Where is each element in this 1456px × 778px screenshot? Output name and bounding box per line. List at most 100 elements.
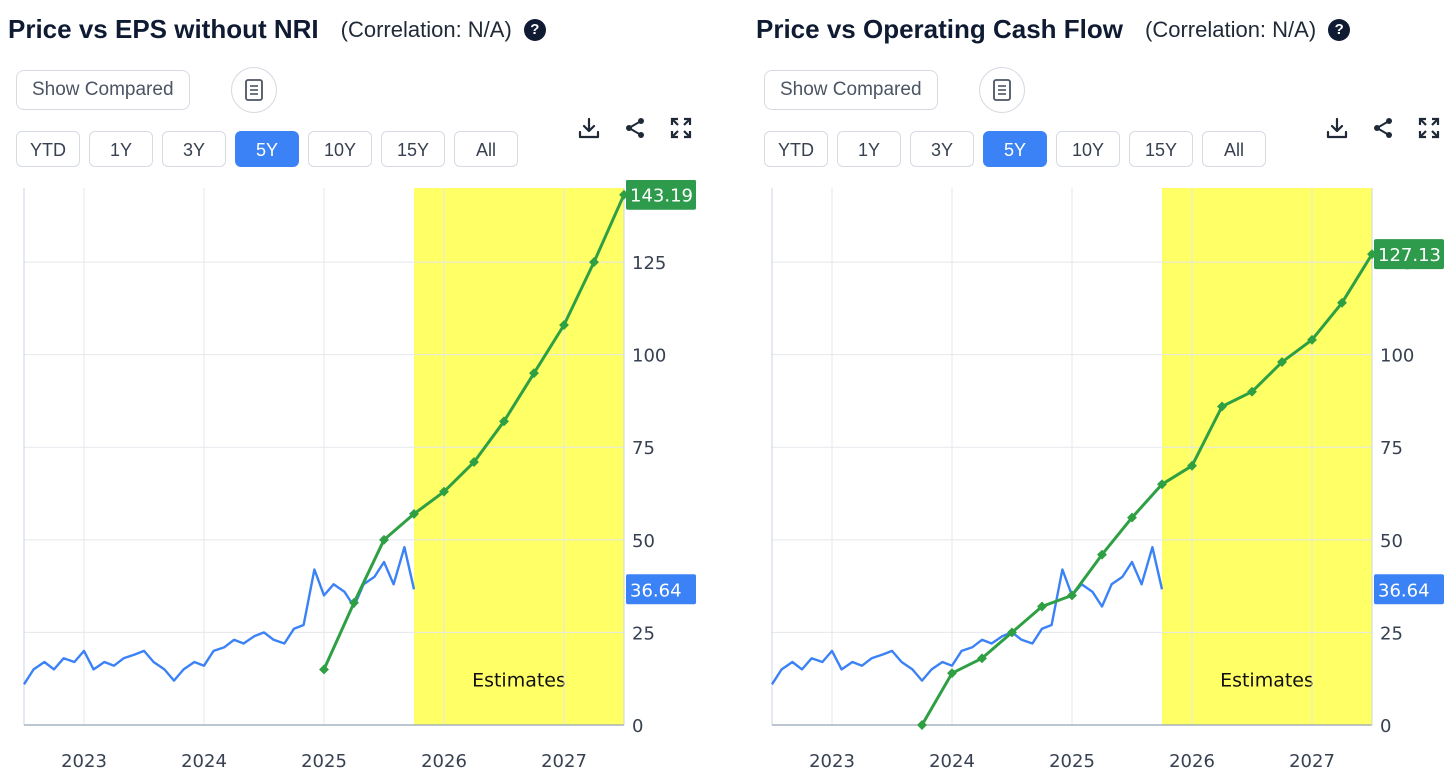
metric-point — [439, 486, 449, 497]
metric-point — [1037, 601, 1047, 612]
metric-point — [1007, 627, 1017, 638]
share-icon — [1374, 118, 1392, 138]
x-tick-label: 2027 — [541, 751, 587, 772]
range-selector: YTD 1Y 3Y 5Y 10Y 15Y All — [764, 131, 1275, 167]
title-row: Price vs EPS without NRI (Correlation: N… — [8, 14, 546, 45]
range-3y-button[interactable]: 3Y — [910, 131, 974, 167]
metric-point — [1067, 590, 1077, 601]
range-10y-button[interactable]: 10Y — [1056, 131, 1120, 167]
price-line — [770, 546, 1164, 685]
metric-last-value-label-bg — [626, 180, 696, 210]
metric-point — [409, 508, 419, 519]
panel-eps: Price vs EPS without NRI (Correlation: N… — [0, 0, 700, 778]
range-all-button[interactable]: All — [1202, 131, 1266, 167]
metric-last-value-label: 127.13 — [1378, 245, 1441, 266]
title-row: Price vs Operating Cash Flow (Correlatio… — [756, 14, 1351, 45]
chart-title: Price vs Operating Cash Flow — [756, 14, 1123, 44]
range-5y-button[interactable]: 5Y — [235, 131, 299, 167]
help-icon[interactable]: ? — [1328, 18, 1351, 41]
show-compared-button[interactable]: Show Compared — [764, 70, 938, 110]
chart-title: Price vs EPS without NRI — [8, 14, 319, 44]
range-15y-button[interactable]: 15Y — [1129, 131, 1193, 167]
chart-eps: Estimates 0 25 50 75 100 125 2023 2024 2025 2026 20… — [22, 180, 696, 772]
range-15y-button[interactable]: 15Y — [381, 131, 445, 167]
download-icon — [1326, 117, 1348, 139]
metric-point — [499, 416, 509, 427]
metric-point — [529, 368, 539, 379]
estimates-label: Estimates — [472, 670, 566, 692]
y-tick-label: 50 — [632, 531, 655, 552]
document-icon — [245, 79, 263, 101]
metric-point — [917, 720, 927, 730]
x-tick-label: 2025 — [1049, 751, 1095, 772]
download-button[interactable] — [1324, 115, 1350, 141]
x-tick-label: 2025 — [301, 751, 347, 772]
metric-last-value-label: 143.19 — [630, 186, 693, 207]
help-icon[interactable]: ? — [523, 18, 546, 41]
metric-point — [1157, 479, 1167, 490]
x-tick-label: 2026 — [1169, 751, 1215, 772]
x-tick-label: 2023 — [61, 751, 107, 772]
fullscreen-button[interactable] — [1416, 115, 1442, 141]
metric-point — [589, 257, 599, 268]
metric-point — [1277, 357, 1287, 368]
y-tick-label: 25 — [632, 623, 655, 644]
price-line — [22, 546, 416, 685]
x-tick-label: 2024 — [181, 751, 227, 772]
x-tick-label: 2027 — [1289, 751, 1335, 772]
range-ytd-button[interactable]: YTD — [764, 131, 828, 167]
metric-point — [1247, 386, 1257, 397]
share-icon — [626, 118, 644, 138]
correlation-text: (Correlation: N/A) — [1145, 16, 1317, 42]
x-tick-label: 2023 — [809, 751, 855, 772]
y-tick-label: 125 — [632, 253, 666, 274]
metric-line — [920, 253, 1374, 726]
metric-point — [319, 664, 329, 675]
metric-point — [1337, 297, 1347, 308]
share-button[interactable] — [622, 115, 648, 141]
y-tick-label: 75 — [632, 438, 655, 459]
fullscreen-button[interactable] — [668, 115, 694, 141]
expand-icon — [670, 117, 692, 139]
expand-icon — [1418, 117, 1440, 139]
document-button[interactable] — [231, 67, 277, 113]
range-1y-button[interactable]: 1Y — [837, 131, 901, 167]
y-tick-label: 100 — [632, 346, 666, 367]
price-last-value-label: 36.64 — [630, 580, 682, 601]
metric-point — [1097, 549, 1107, 560]
metric-point — [947, 668, 957, 679]
x-tick-label: 2026 — [421, 751, 467, 772]
panel-ocf: Price vs Operating Cash Flow (Correlatio… — [748, 0, 1448, 778]
range-10y-button[interactable]: 10Y — [308, 131, 372, 167]
metric-point — [349, 597, 359, 608]
metric-point — [977, 653, 987, 664]
metric-point — [469, 457, 479, 468]
price-last-value-label: 36.64 — [1378, 580, 1430, 601]
metric-last-value-label-bg — [1374, 239, 1444, 270]
chart-tools — [1324, 115, 1456, 141]
range-3y-button[interactable]: 3Y — [162, 131, 226, 167]
metric-point — [379, 534, 389, 545]
show-compared-button[interactable]: Show Compared — [16, 70, 190, 110]
share-button[interactable] — [1370, 115, 1396, 141]
range-1y-button[interactable]: 1Y — [89, 131, 153, 167]
download-icon — [578, 117, 600, 139]
metric-point — [1217, 401, 1227, 412]
chart-ocf: Estimates0255075100125202320242025202620… — [770, 188, 1444, 772]
document-button[interactable] — [979, 67, 1025, 113]
estimates-band — [414, 188, 624, 725]
download-button[interactable] — [576, 115, 602, 141]
y-tick-label: 50 — [1380, 531, 1403, 552]
metric-point — [559, 320, 569, 330]
range-5y-button[interactable]: 5Y — [983, 131, 1047, 167]
metric-point — [1187, 460, 1197, 471]
metric-point — [1127, 512, 1137, 523]
y-tick-label: 0 — [1380, 716, 1391, 737]
x-tick-label: 2024 — [929, 751, 975, 772]
document-icon — [993, 79, 1011, 101]
range-ytd-button[interactable]: YTD — [16, 131, 80, 167]
chart-tools — [576, 115, 714, 141]
estimates-label: Estimates — [1220, 670, 1314, 692]
y-tick-label: 100 — [1380, 346, 1414, 367]
range-all-button[interactable]: All — [454, 131, 518, 167]
